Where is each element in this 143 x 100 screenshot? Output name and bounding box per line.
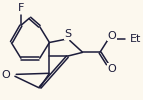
Text: F: F	[18, 3, 24, 13]
Text: O: O	[1, 70, 10, 80]
Text: S: S	[64, 29, 72, 39]
Text: O: O	[108, 64, 117, 74]
Text: Et: Et	[130, 34, 141, 44]
Text: O: O	[108, 31, 117, 41]
